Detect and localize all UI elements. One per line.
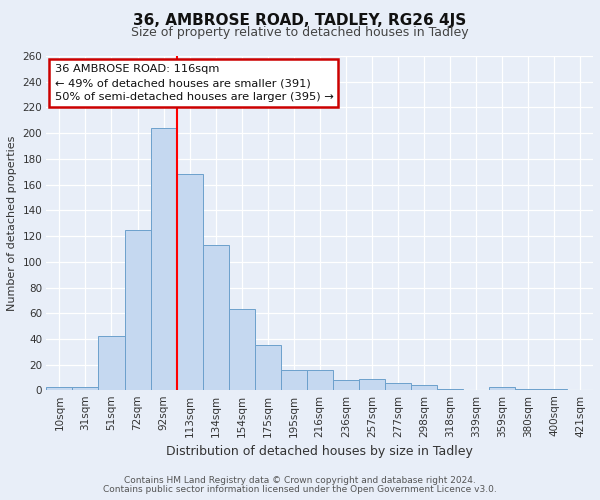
Bar bbox=[281, 370, 307, 390]
Bar bbox=[437, 389, 463, 390]
Bar bbox=[333, 380, 359, 390]
Bar bbox=[254, 346, 281, 391]
Bar bbox=[46, 386, 73, 390]
Text: Contains HM Land Registry data © Crown copyright and database right 2024.: Contains HM Land Registry data © Crown c… bbox=[124, 476, 476, 485]
Bar bbox=[203, 245, 229, 390]
Bar bbox=[411, 386, 437, 390]
Text: 36, AMBROSE ROAD, TADLEY, RG26 4JS: 36, AMBROSE ROAD, TADLEY, RG26 4JS bbox=[133, 12, 467, 28]
Y-axis label: Number of detached properties: Number of detached properties bbox=[7, 136, 17, 311]
Bar bbox=[515, 389, 541, 390]
Bar bbox=[73, 386, 98, 390]
Bar bbox=[176, 174, 203, 390]
Text: 36 AMBROSE ROAD: 116sqm
← 49% of detached houses are smaller (391)
50% of semi-d: 36 AMBROSE ROAD: 116sqm ← 49% of detache… bbox=[55, 64, 334, 102]
Text: Size of property relative to detached houses in Tadley: Size of property relative to detached ho… bbox=[131, 26, 469, 39]
Bar bbox=[359, 379, 385, 390]
Bar bbox=[307, 370, 333, 390]
Bar bbox=[125, 230, 151, 390]
Bar bbox=[489, 386, 515, 390]
Bar bbox=[229, 310, 254, 390]
Bar bbox=[151, 128, 176, 390]
Bar bbox=[541, 389, 567, 390]
Text: Contains public sector information licensed under the Open Government Licence v3: Contains public sector information licen… bbox=[103, 485, 497, 494]
Bar bbox=[385, 382, 411, 390]
Bar bbox=[98, 336, 125, 390]
X-axis label: Distribution of detached houses by size in Tadley: Distribution of detached houses by size … bbox=[166, 445, 473, 458]
